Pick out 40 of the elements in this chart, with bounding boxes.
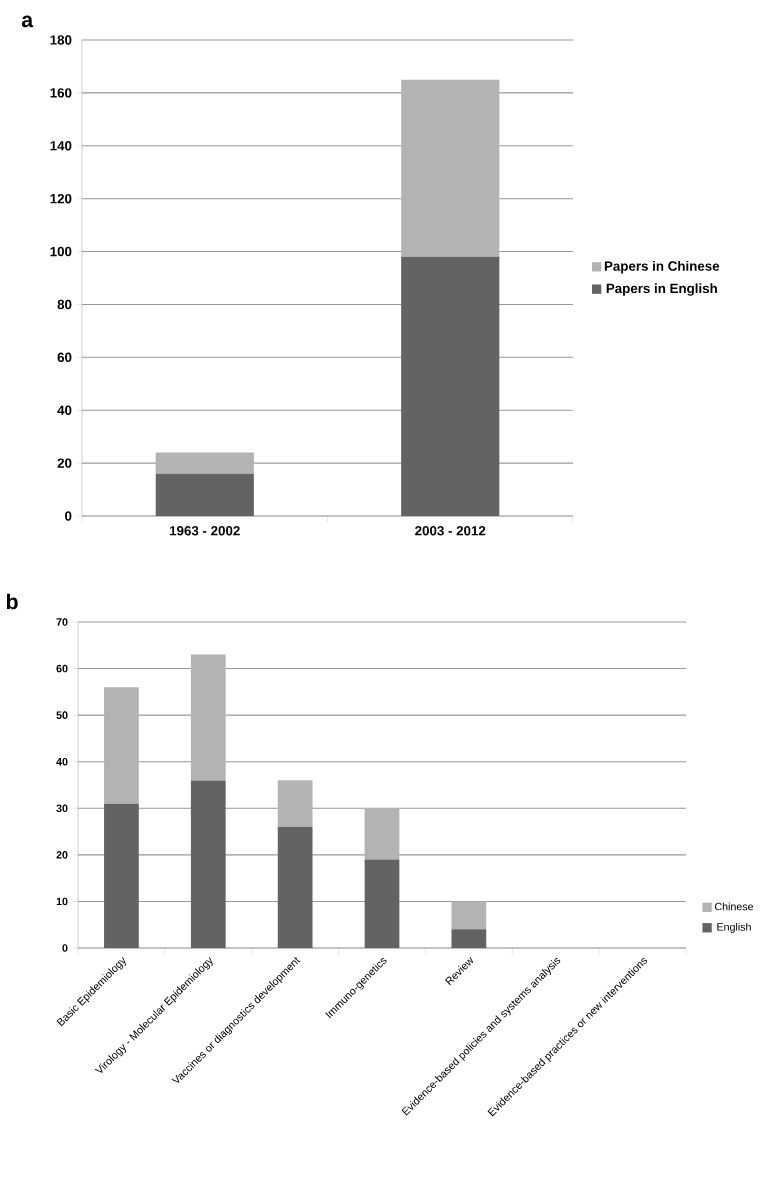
y-tick-label: 120 (50, 193, 72, 204)
y-tick-label: 140 (50, 141, 72, 151)
y-tick-label: 80 (57, 299, 72, 310)
y-tick-label: 160 (50, 88, 72, 98)
y-tick-label: 40 (56, 757, 68, 766)
y-tick-label: 20 (57, 458, 72, 468)
chart-title: b (6, 593, 18, 610)
x-tick-label: 2003 - 2012 (415, 526, 486, 536)
y-tick-label: 40 (57, 405, 72, 415)
bar (451, 929, 487, 948)
bar (364, 808, 400, 860)
legend-label: Papers in English (606, 283, 717, 296)
legend-label: Papers in Chinese (604, 261, 720, 274)
y-tick-label: 30 (56, 804, 68, 813)
bar (277, 826, 313, 948)
y-tick-label: 60 (56, 664, 68, 673)
bar (401, 256, 500, 516)
bar (155, 452, 254, 474)
chart-title: a (21, 15, 34, 28)
bar (401, 79, 500, 257)
bar (451, 901, 487, 930)
y-tick-label: 100 (50, 246, 72, 257)
y-tick-label: 0 (65, 511, 72, 521)
bar (190, 654, 226, 781)
y-tick-label: 180 (50, 35, 72, 45)
bar (277, 780, 313, 827)
x-tick-label: 1963 - 2002 (170, 526, 240, 536)
y-tick-label: 60 (57, 352, 72, 363)
bar (364, 859, 400, 948)
y-tick-label: 70 (56, 618, 68, 626)
bar (155, 473, 254, 516)
bar (190, 780, 226, 948)
bar (104, 687, 139, 804)
legend-label: Chinese (714, 902, 754, 911)
legend-label: English (717, 922, 751, 933)
y-tick-label: 20 (56, 851, 68, 859)
y-tick-label: 50 (56, 711, 68, 719)
y-tick-label: 10 (56, 897, 68, 906)
bar (104, 803, 139, 948)
y-tick-label: 0 (62, 944, 68, 952)
